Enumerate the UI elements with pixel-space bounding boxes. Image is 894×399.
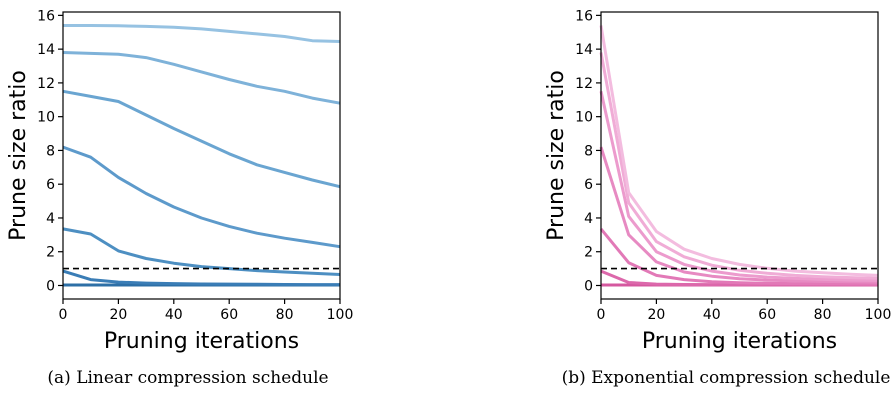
series-line-6 xyxy=(62,51,341,105)
y-tick-label: 4 xyxy=(46,211,55,227)
y-tick-label: 14 xyxy=(37,42,55,58)
series-line-7 xyxy=(599,25,879,277)
y-tick-label: 10 xyxy=(575,110,593,126)
y-tick-label: 4 xyxy=(584,211,593,227)
x-tick-label: 100 xyxy=(865,307,892,323)
panel-exponential-schedule: 0 20 40 60 80 100 0 2 4 6 8 10 12 14 16 Pruning iterati… xyxy=(544,8,891,388)
y-tick-label: 12 xyxy=(37,76,55,92)
panel-caption: (b) Exponential compression schedule xyxy=(562,368,891,388)
x-axis-label: Pruning iterations xyxy=(104,329,299,354)
y-axis-label: Prune size ratio xyxy=(6,70,31,241)
y-tick-label: 10 xyxy=(37,110,55,126)
y-tick-label: 6 xyxy=(584,177,593,193)
panel-linear-schedule: 0 20 40 60 80 100 0 2 4 6 8 10 12 14 16 Pruning iterati… xyxy=(6,8,353,388)
x-tick-label: 0 xyxy=(59,307,68,323)
series-line-2 xyxy=(62,269,340,287)
x-tick-label: 60 xyxy=(220,307,238,323)
series-line-4 xyxy=(62,145,341,249)
y-tick-label: 6 xyxy=(46,177,55,193)
x-tick-label: 100 xyxy=(327,307,354,323)
y-tick-label: 8 xyxy=(584,143,593,159)
y-tick-label: 16 xyxy=(575,8,593,24)
series-line-3 xyxy=(599,227,879,286)
x-tick-label: 20 xyxy=(647,307,665,323)
y-tick-label: 0 xyxy=(584,278,593,294)
plot-frame xyxy=(600,11,879,300)
panel-caption: (a) Linear compression schedule xyxy=(47,368,328,388)
x-tick-label: 80 xyxy=(276,307,294,323)
x-tick-label: 40 xyxy=(703,307,721,323)
series-line-4 xyxy=(599,146,879,284)
y-tick-label: 12 xyxy=(575,76,593,92)
y-axis-label: Prune size ratio xyxy=(544,70,569,241)
x-tick-label: 80 xyxy=(814,307,832,323)
series-line-6 xyxy=(599,52,879,280)
x-tick-label: 60 xyxy=(758,307,776,323)
y-tick-label: 16 xyxy=(37,8,55,24)
series-line-3 xyxy=(62,227,341,276)
y-tick-label: 8 xyxy=(46,143,55,159)
x-tick-label: 0 xyxy=(597,307,606,323)
y-tick-label: 2 xyxy=(46,245,55,261)
series-line-5 xyxy=(599,90,879,282)
plot-frame xyxy=(62,11,341,300)
series-line-7 xyxy=(63,24,341,43)
x-tick-label: 20 xyxy=(109,307,127,323)
x-tick-label: 40 xyxy=(165,307,183,323)
y-tick-label: 2 xyxy=(584,245,593,261)
y-tick-label: 14 xyxy=(575,42,593,58)
series-line-5 xyxy=(62,89,341,189)
y-tick-label: 0 xyxy=(46,278,55,294)
x-axis-label: Pruning iterations xyxy=(642,329,837,354)
